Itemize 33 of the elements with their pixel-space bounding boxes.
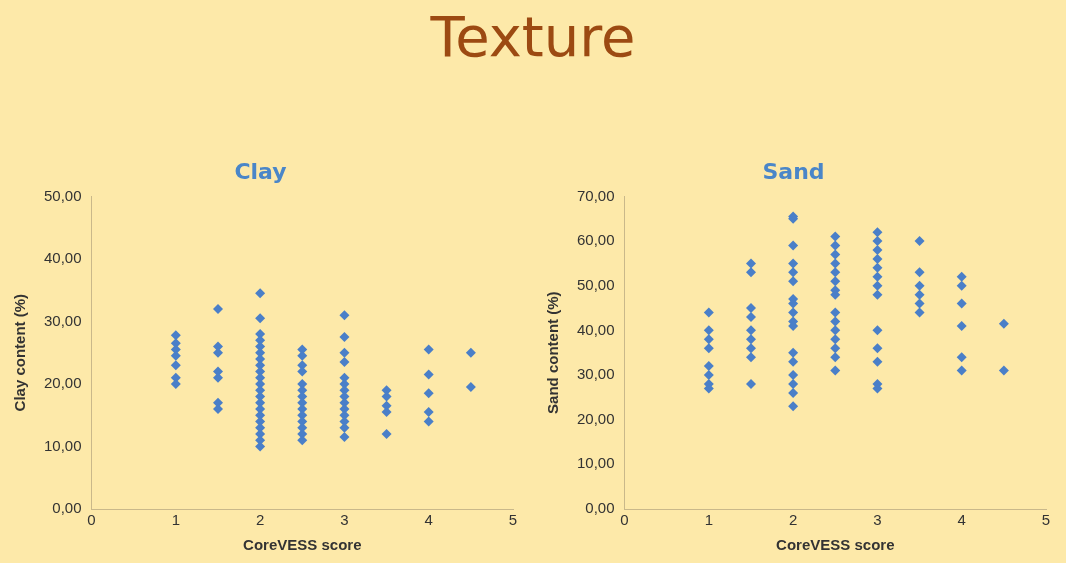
y-tick-label: 40,00 — [43, 249, 82, 267]
text: Texture — [429, 4, 637, 69]
y-tick-label: 30,00 — [43, 311, 82, 329]
y-tick-label: 50,00 — [576, 275, 615, 293]
y-axis-title: Sand content (%) — [544, 291, 562, 414]
x-tick-label: 2 — [255, 511, 265, 529]
x-tick-label: 4 — [424, 511, 433, 529]
x-tick-label: 0 — [87, 511, 96, 529]
chart-title: Sand — [762, 158, 825, 184]
x-tick-label: 3 — [873, 511, 882, 529]
y-tick-label: 10,00 — [576, 454, 615, 472]
x-tick-label: 1 — [704, 511, 713, 529]
y-tick-label: 20,00 — [576, 409, 615, 427]
x-tick-label: 1 — [171, 511, 180, 529]
chart-title: Clay — [234, 158, 287, 184]
x-tick-label: 5 — [1041, 511, 1051, 529]
y-tick-label: 30,00 — [576, 365, 615, 383]
y-tick-label: 70,00 — [576, 186, 615, 204]
x-tick-label: 0 — [620, 511, 629, 529]
y-tick-label: 10,00 — [43, 436, 82, 454]
y-tick-label: 0,00 — [52, 499, 82, 517]
y-tick-label: 40,00 — [576, 320, 615, 338]
y-tick-label: 60,00 — [576, 231, 615, 249]
y-tick-label: 20,00 — [43, 374, 82, 392]
y-tick-label: 0,00 — [585, 499, 615, 517]
y-tick-label: 50,00 — [43, 186, 82, 204]
x-tick-label: 3 — [340, 511, 349, 529]
y-axis-title: Clay content (%) — [11, 293, 29, 412]
x-tick-label: 2 — [788, 511, 798, 529]
x-tick-label: 4 — [957, 511, 966, 529]
x-axis-title: CoreVESS score — [243, 536, 362, 554]
x-tick-label: 5 — [508, 511, 518, 529]
x-axis-title: CoreVESS score — [776, 536, 895, 554]
